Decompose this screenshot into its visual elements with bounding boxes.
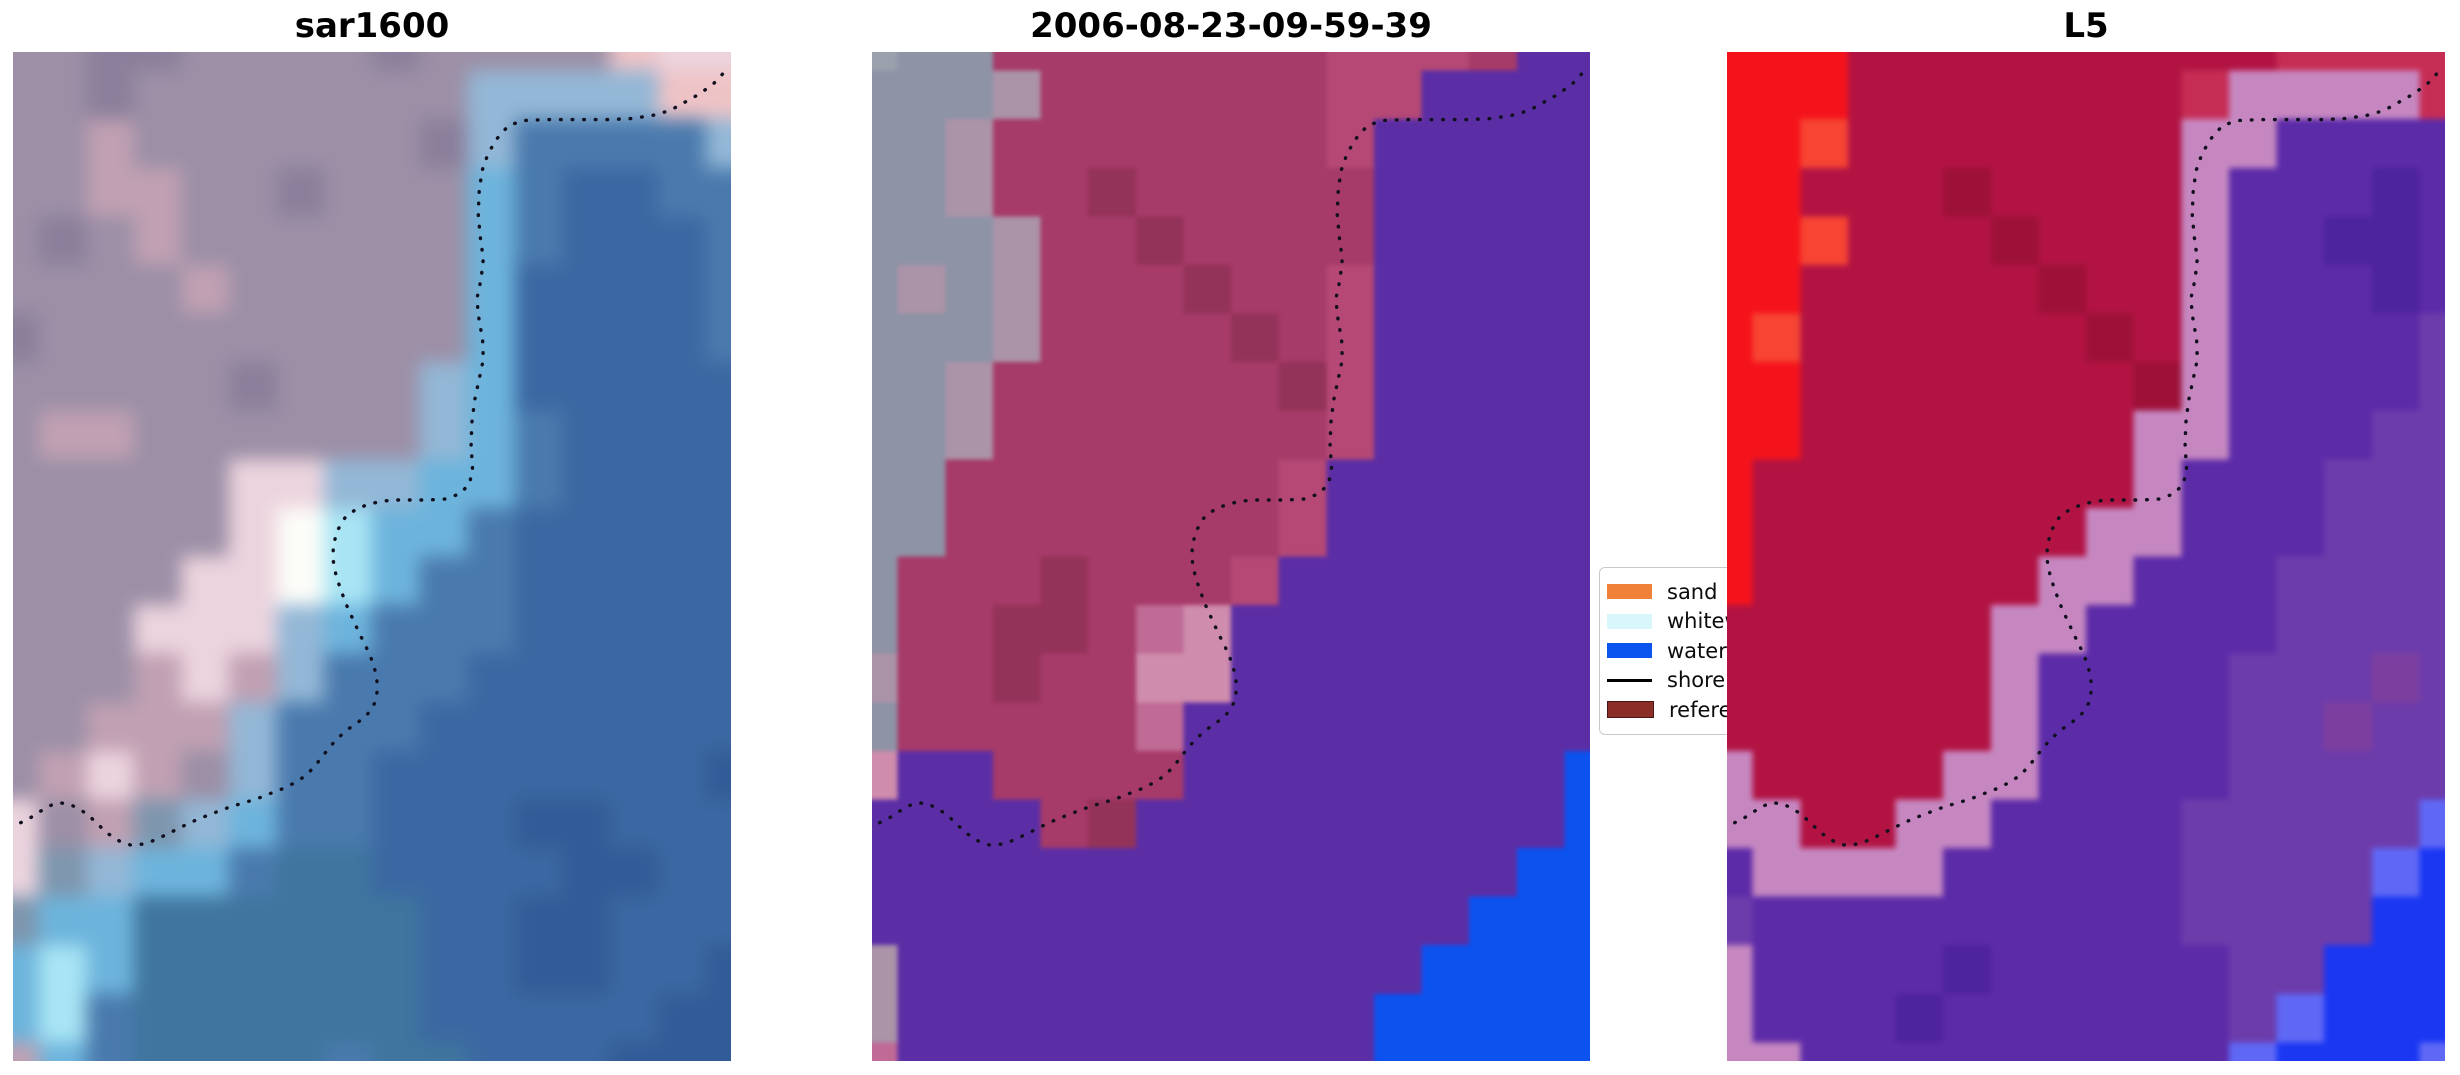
shoreline-dotted-line [13,72,725,847]
panel3-raster [1727,52,2445,1061]
reference-swatch-icon [1607,701,1654,719]
sand-swatch-icon [1607,584,1652,600]
whitewater-swatch-icon [1607,613,1652,629]
panel2-title: 2006-08-23-09-59-39 [1030,6,1432,46]
panel2-raster [872,52,1590,1061]
legend-label: sand [1667,579,1718,604]
shoreline-dotted-line [1727,72,2439,847]
panel2-classified-image [872,52,1590,1061]
panel1-title: sar1600 [294,6,450,46]
panel1-sar-image [13,52,731,1061]
panel1-shoreline-overlay [13,72,725,847]
panel3-l5-image [1727,52,2445,1061]
panel2-shoreline-overlay [872,72,1584,847]
panel3-shoreline-overlay [1727,72,2439,847]
legend-item-whitewater: whitew [1607,607,1745,637]
legend-item-reference: referen [1607,695,1745,725]
legend-item-water: water [1607,636,1745,666]
shoreline-line-icon [1607,678,1652,682]
shoreline-dotted-line [872,72,1584,847]
legend-item-shoreline: shoreli [1607,666,1745,696]
legend-label: water [1667,638,1727,663]
legend-label: shoreli [1667,668,1737,693]
panel1-raster [13,52,731,1061]
water-swatch-icon [1607,643,1652,659]
panel3-title: L5 [2063,6,2109,46]
legend-item-sand: sand [1607,577,1745,607]
